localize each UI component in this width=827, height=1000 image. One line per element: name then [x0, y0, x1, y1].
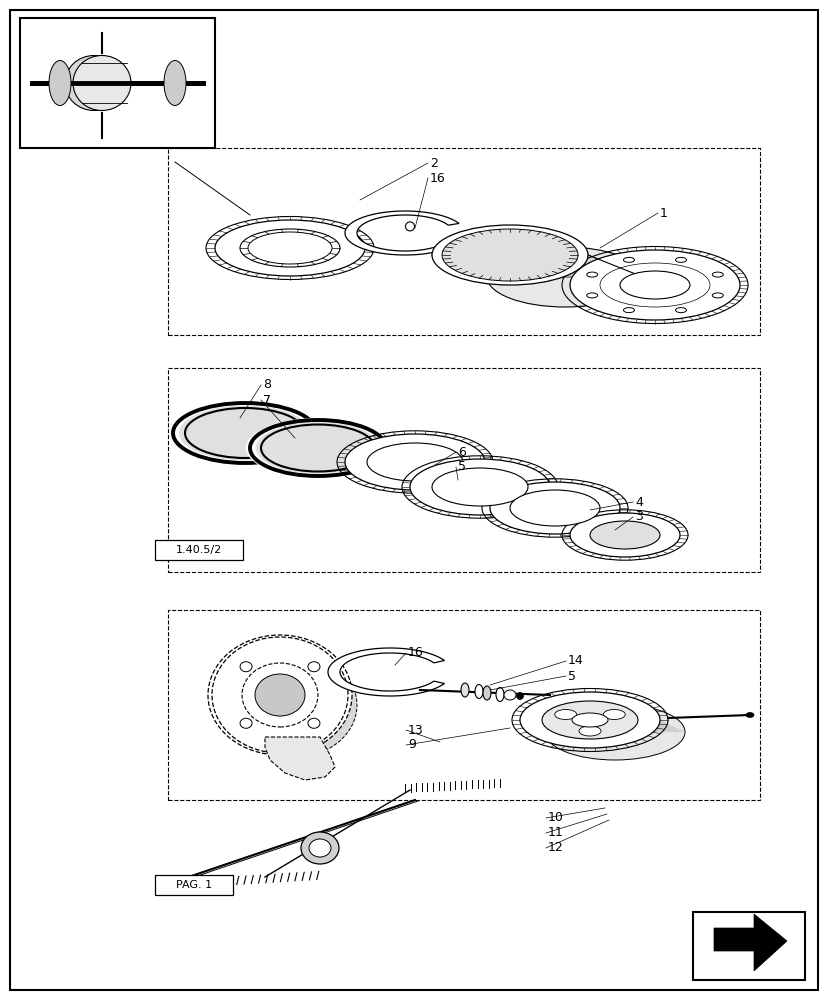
Bar	[155, 540, 242, 560]
Ellipse shape	[240, 718, 251, 728]
Text: 5: 5	[457, 460, 466, 474]
Text: 10: 10	[547, 811, 563, 824]
Ellipse shape	[586, 272, 597, 277]
Polygon shape	[265, 737, 335, 780]
Ellipse shape	[248, 232, 332, 264]
Circle shape	[405, 222, 414, 231]
Ellipse shape	[461, 683, 468, 697]
Ellipse shape	[256, 422, 380, 474]
Text: 8: 8	[263, 378, 270, 391]
Text: 6: 6	[457, 446, 466, 458]
Polygon shape	[432, 255, 643, 277]
Bar	[168, 148, 759, 335]
Ellipse shape	[308, 839, 331, 857]
Ellipse shape	[255, 674, 304, 716]
Ellipse shape	[586, 293, 597, 298]
Ellipse shape	[366, 443, 462, 481]
Text: 5: 5	[567, 670, 576, 682]
Text: 4: 4	[634, 495, 642, 508]
Polygon shape	[327, 648, 444, 696]
Ellipse shape	[308, 718, 319, 728]
Ellipse shape	[179, 406, 311, 460]
Bar	[692, 912, 804, 980]
Ellipse shape	[495, 688, 504, 702]
Ellipse shape	[509, 490, 600, 526]
Text: 1.40.5/2: 1.40.5/2	[175, 545, 222, 555]
Ellipse shape	[240, 229, 340, 267]
Ellipse shape	[603, 710, 624, 719]
Ellipse shape	[345, 434, 485, 490]
Ellipse shape	[215, 220, 365, 276]
Ellipse shape	[232, 653, 356, 757]
Ellipse shape	[65, 56, 123, 111]
Text: 9: 9	[408, 738, 415, 752]
Polygon shape	[713, 914, 786, 971]
Ellipse shape	[212, 637, 347, 753]
Ellipse shape	[519, 692, 659, 748]
Ellipse shape	[569, 250, 739, 320]
Ellipse shape	[49, 61, 71, 106]
Ellipse shape	[169, 401, 321, 465]
Text: 3: 3	[634, 510, 642, 524]
Ellipse shape	[240, 662, 251, 672]
Text: 1: 1	[659, 207, 667, 220]
Polygon shape	[345, 211, 458, 255]
Text: 7: 7	[263, 393, 270, 406]
Ellipse shape	[301, 832, 338, 864]
Ellipse shape	[486, 247, 643, 307]
Ellipse shape	[73, 56, 131, 111]
Bar	[20, 18, 215, 148]
Bar	[168, 368, 759, 572]
Ellipse shape	[711, 272, 723, 277]
Ellipse shape	[208, 635, 351, 755]
Text: 11: 11	[547, 826, 563, 839]
Ellipse shape	[207, 217, 372, 279]
Text: 2: 2	[429, 157, 437, 170]
Text: 16: 16	[429, 172, 445, 185]
Ellipse shape	[542, 701, 638, 739]
Circle shape	[516, 692, 523, 700]
Ellipse shape	[745, 712, 753, 717]
Bar	[155, 875, 232, 895]
Ellipse shape	[554, 710, 576, 719]
Ellipse shape	[675, 257, 686, 262]
Ellipse shape	[241, 663, 318, 727]
Ellipse shape	[308, 662, 319, 672]
Text: PAG. 1: PAG. 1	[175, 880, 212, 890]
Polygon shape	[519, 720, 684, 732]
Text: 16: 16	[408, 646, 423, 660]
Ellipse shape	[619, 271, 689, 299]
Text: 14: 14	[567, 654, 583, 668]
Ellipse shape	[623, 257, 633, 262]
Ellipse shape	[590, 521, 659, 549]
Ellipse shape	[571, 713, 607, 727]
Ellipse shape	[490, 482, 619, 534]
Ellipse shape	[442, 229, 577, 281]
Ellipse shape	[409, 459, 549, 515]
Ellipse shape	[432, 225, 587, 285]
Text: 12: 12	[547, 841, 563, 854]
Ellipse shape	[432, 468, 528, 506]
Ellipse shape	[675, 308, 686, 313]
Ellipse shape	[164, 61, 186, 106]
Ellipse shape	[711, 293, 723, 298]
Bar	[168, 610, 759, 800]
Text: 13: 13	[408, 723, 423, 736]
Ellipse shape	[544, 704, 684, 760]
Ellipse shape	[504, 690, 515, 700]
Ellipse shape	[569, 513, 679, 557]
Ellipse shape	[623, 308, 633, 313]
Ellipse shape	[482, 686, 490, 700]
Ellipse shape	[246, 418, 390, 478]
Ellipse shape	[475, 684, 482, 698]
Ellipse shape	[578, 726, 600, 736]
